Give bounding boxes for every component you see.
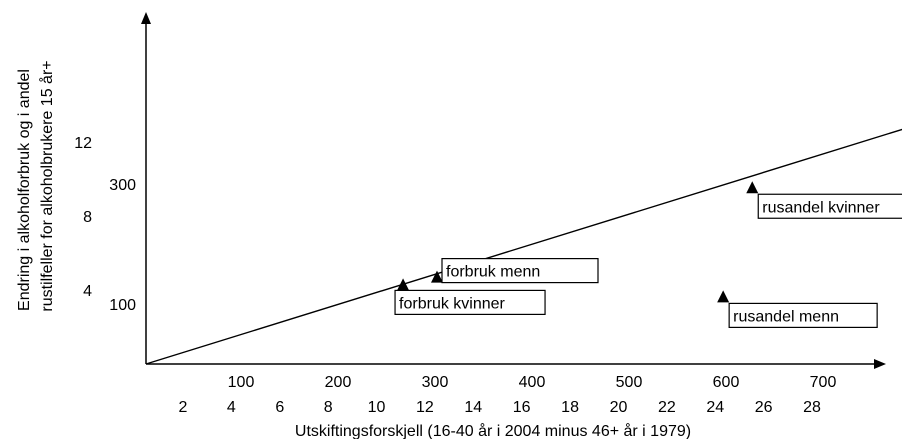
x-tick-label-secondary: 22	[658, 399, 676, 416]
x-tick-label-secondary: 28	[803, 399, 821, 416]
x-tick-label-primary: 500	[616, 374, 643, 391]
x-tick-label-secondary: 26	[755, 399, 773, 416]
x-tick-label-secondary: 12	[416, 399, 434, 416]
x-tick-label-primary: 600	[713, 374, 740, 391]
y-tick-label-primary: 100	[109, 297, 136, 314]
y-axis-arrow	[141, 12, 151, 24]
data-point-marker	[717, 290, 729, 302]
x-tick-label-secondary: 8	[324, 399, 333, 416]
x-tick-label-secondary: 18	[561, 399, 579, 416]
x-tick-label-primary: 200	[325, 374, 352, 391]
data-point-marker	[746, 181, 758, 193]
y-tick-label-primary: 300	[109, 177, 136, 194]
x-tick-label-secondary: 2	[179, 399, 188, 416]
x-tick-label-secondary: 6	[275, 399, 284, 416]
y-tick-label-secondary: 8	[83, 209, 92, 226]
data-point-marker	[397, 278, 409, 290]
x-tick-label-secondary: 24	[706, 399, 724, 416]
data-label: forbruk menn	[446, 264, 540, 281]
x-tick-label-primary: 300	[422, 374, 449, 391]
x-tick-label-secondary: 20	[610, 399, 628, 416]
y-axis-label: Endring i alkoholforbruk og i andel rust…	[16, 60, 56, 311]
y-axis-label-line-1: Endring i alkoholforbruk og i andel	[16, 69, 33, 311]
trend-line	[146, 127, 902, 364]
x-tick-label-secondary: 16	[513, 399, 531, 416]
x-tick-label-primary: 700	[810, 374, 837, 391]
data-label: forbruk kvinner	[399, 295, 505, 312]
y-tick-label-secondary: 12	[74, 135, 92, 152]
x-tick-label-secondary: 4	[227, 399, 236, 416]
x-tick-label-secondary: 14	[464, 399, 482, 416]
data-series: forbruk kvinner forbruk menn rusandel menn…	[146, 127, 902, 364]
data-label: rusandel menn	[733, 308, 839, 325]
y-tick-label-secondary: 4	[83, 283, 92, 300]
x-axis-label: Utskiftingsforskjell (16-40 år i 2004 mi…	[295, 422, 691, 439]
x-axis-arrow	[874, 359, 886, 369]
x-tick-label-primary: 400	[519, 374, 546, 391]
x-tick-label-secondary: 10	[368, 399, 386, 416]
x-tick-label-primary: 100	[228, 374, 255, 391]
y-axis-label-line-2: rustilfeller for alkoholbrukere 15 år+	[38, 60, 56, 311]
data-label: rusandel kvinner	[762, 199, 880, 216]
